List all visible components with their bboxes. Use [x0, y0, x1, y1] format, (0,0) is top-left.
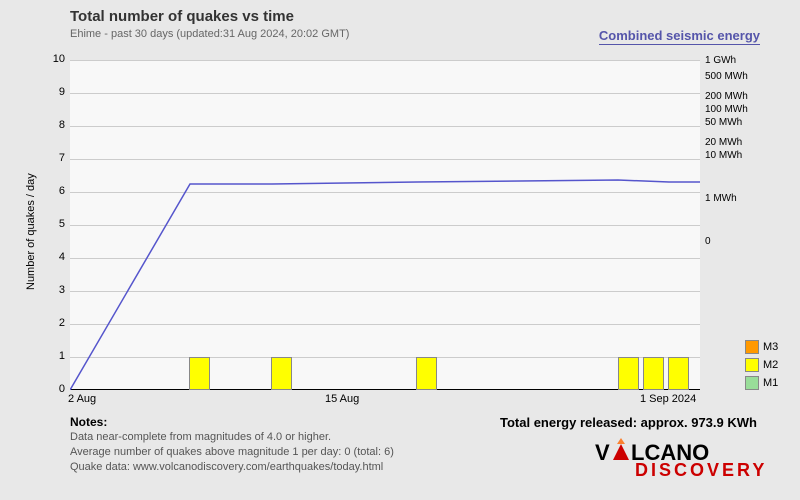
y-tick-left: 8 [50, 119, 65, 131]
y-tick-right: 1 GWh [705, 55, 736, 66]
logo-icon: V LCANO DISCOVERY [595, 438, 785, 478]
legend-swatch-m2 [745, 358, 759, 372]
y-tick-right: 50 MWh [705, 117, 742, 128]
y-tick-left: 2 [50, 317, 65, 329]
y-tick-left: 1 [50, 350, 65, 362]
y-tick-left: 9 [50, 86, 65, 98]
volcano-discovery-logo: V LCANO DISCOVERY [595, 438, 785, 483]
y-tick-left: 4 [50, 251, 65, 263]
legend-label: M1 [763, 377, 778, 389]
x-tick: 2 Aug [68, 393, 96, 405]
y-tick-right: 200 MWh [705, 91, 748, 102]
left-axis-label: Number of quakes / day [25, 173, 37, 290]
legend-label: M2 [763, 359, 778, 371]
svg-text:V: V [595, 440, 610, 465]
legend-swatch-m1 [745, 376, 759, 390]
y-tick-left: 3 [50, 284, 65, 296]
x-tick: 15 Aug [325, 393, 359, 405]
y-tick-left: 6 [50, 185, 65, 197]
total-energy-text: Total energy released: approx. 973.9 KWh [500, 415, 757, 430]
legend-label: M3 [763, 341, 778, 353]
x-tick: 1 Sep 2024 [640, 393, 696, 405]
svg-text:DISCOVERY: DISCOVERY [635, 460, 767, 478]
notes-title: Notes: [70, 415, 107, 429]
notes-line: Data near-complete from magnitudes of 4.… [70, 431, 331, 443]
y-tick-right: 0 [705, 236, 711, 247]
y-tick-right: 10 MWh [705, 150, 742, 161]
right-axis-title: Combined seismic energy [599, 28, 760, 45]
y-tick-left: 5 [50, 218, 65, 230]
y-tick-left: 10 [50, 53, 65, 65]
legend-swatch-m3 [745, 340, 759, 354]
notes-line: Average number of quakes above magnitude… [70, 446, 394, 458]
energy-line [70, 60, 700, 390]
chart-subtitle: Ehime - past 30 days (updated:31 Aug 202… [70, 28, 349, 40]
y-tick-right: 100 MWh [705, 104, 748, 115]
notes-line: Quake data: www.volcanodiscovery.com/ear… [70, 461, 383, 473]
y-tick-right: 1 MWh [705, 193, 737, 204]
y-tick-right: 20 MWh [705, 137, 742, 148]
chart-title: Total number of quakes vs time [70, 8, 294, 25]
y-tick-left: 0 [50, 383, 65, 395]
y-tick-right: 500 MWh [705, 71, 748, 82]
y-tick-left: 7 [50, 152, 65, 164]
